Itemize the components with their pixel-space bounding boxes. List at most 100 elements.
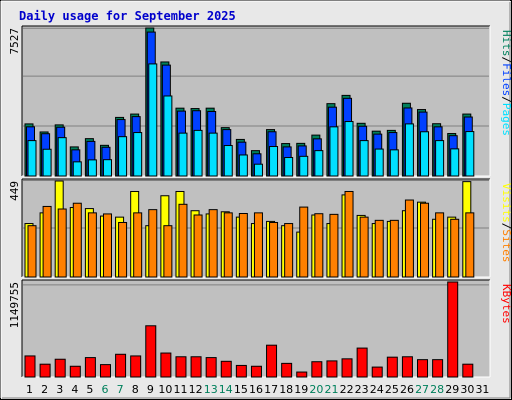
bar-pages <box>87 159 97 177</box>
bar-pages <box>344 121 354 177</box>
panel-visits-sites: 449 Visits/Sites <box>8 178 512 278</box>
bar-sites <box>148 209 158 278</box>
bar-pages <box>465 131 475 177</box>
bar-kbytes <box>220 360 232 378</box>
bar-sites <box>133 212 143 278</box>
legend-entry-separator: / <box>500 57 512 64</box>
bar-pages <box>299 155 309 177</box>
bar-sites <box>118 221 128 278</box>
bar-sites <box>163 225 173 278</box>
bar-pages <box>284 157 294 177</box>
kbytes-legend: KBytes <box>500 284 512 324</box>
bar-kbytes <box>371 366 383 378</box>
bar-kbytes <box>24 355 36 378</box>
legend-entry-files: Files <box>500 63 512 96</box>
bar-pages <box>314 150 324 177</box>
bar-kbytes <box>54 358 66 378</box>
day-label: 27 <box>415 383 429 396</box>
bar-pages <box>269 146 279 177</box>
bar-sites <box>374 219 384 278</box>
bar-sites <box>269 221 279 278</box>
bar-kbytes <box>401 356 413 378</box>
y-max-label-kbytes: 1149755 <box>8 282 21 328</box>
bar-kbytes <box>281 362 293 378</box>
bar-kbytes <box>175 356 187 378</box>
day-label: 28 <box>430 383 444 396</box>
day-label: 2 <box>41 383 48 396</box>
day-label: 18 <box>279 383 293 396</box>
day-label: 22 <box>340 383 354 396</box>
day-label: 12 <box>189 383 203 396</box>
day-label: 20 <box>309 383 323 396</box>
panel-kbytes: 1149755 KBytes <box>8 279 512 378</box>
bar-pages <box>329 126 339 177</box>
day-label: 11 <box>174 383 188 396</box>
bar-sites <box>42 205 52 278</box>
day-label: 31 <box>475 383 489 396</box>
bar-sites <box>193 214 203 278</box>
day-label: 10 <box>158 383 172 396</box>
y-max-label-visits-sites: 449 <box>8 181 21 201</box>
legend-entry-visits: Visits <box>500 183 512 223</box>
bar-sites <box>238 212 248 278</box>
bar-pages <box>223 145 233 177</box>
bar-sites <box>329 213 339 278</box>
bar-sites <box>420 202 430 278</box>
legend-entry-hits: Hits <box>500 30 512 57</box>
bar-kbytes <box>160 352 172 378</box>
bar-kbytes <box>462 363 474 378</box>
bar-kbytes <box>115 353 127 378</box>
bar-sites <box>404 199 414 278</box>
bar-kbytes <box>447 281 459 378</box>
day-label: 21 <box>324 383 338 396</box>
bar-pages <box>389 149 399 177</box>
bar-kbytes <box>39 363 51 378</box>
bar-sites <box>344 190 354 278</box>
bar-pages <box>133 132 143 177</box>
bar-pages <box>163 95 173 177</box>
bar-sites <box>435 212 445 278</box>
bar-kbytes <box>190 356 202 378</box>
day-labels: 1 2 3 4 5 6 7 8 9 10 11 12 13 14 15 16 17 18 19 20 21 22 23 24 2… <box>26 383 489 396</box>
bar-kbytes <box>386 356 398 378</box>
bar-pages <box>57 137 67 177</box>
bar-kbytes <box>341 358 353 378</box>
bar-pages <box>102 159 112 177</box>
bar-kbytes <box>145 325 157 378</box>
day-label: 6 <box>102 383 109 396</box>
day-label: 4 <box>71 383 78 396</box>
day-label: 17 <box>264 383 278 396</box>
bar-pages <box>148 63 158 177</box>
bar-pages <box>420 131 430 177</box>
bar-sites <box>178 203 188 278</box>
bar-pages <box>450 148 460 177</box>
day-label: 13 <box>204 383 218 396</box>
day-label: 14 <box>219 383 233 396</box>
bar-pages <box>42 148 52 177</box>
bar-sites <box>389 219 399 278</box>
bar-kbytes <box>432 359 444 378</box>
bar-pages <box>374 148 384 177</box>
bar-sites <box>359 216 369 278</box>
bar-sites <box>57 208 67 278</box>
bar-sites <box>27 225 37 278</box>
legend-entry-separator: / <box>500 223 512 230</box>
bar-sites <box>299 206 309 278</box>
day-label: 3 <box>56 383 63 396</box>
bar-kbytes <box>99 364 111 378</box>
bar-kbytes <box>235 364 247 378</box>
bar-pages <box>178 132 188 177</box>
legend-entry-separator: / <box>500 96 512 103</box>
bar-kbytes <box>205 357 217 378</box>
chart-title: Daily usage for September 2025 <box>19 9 236 23</box>
day-label: 23 <box>355 383 369 396</box>
day-label: 26 <box>400 383 414 396</box>
bar-pages <box>404 123 414 177</box>
day-label: 5 <box>86 383 93 396</box>
bar-pages <box>359 140 369 177</box>
day-label: 30 <box>460 383 474 396</box>
day-label: 7 <box>117 383 124 396</box>
hits-files-pages-legend: Hits/Files/Pages <box>500 30 512 136</box>
legend-entry-pages: Pages <box>500 103 512 136</box>
